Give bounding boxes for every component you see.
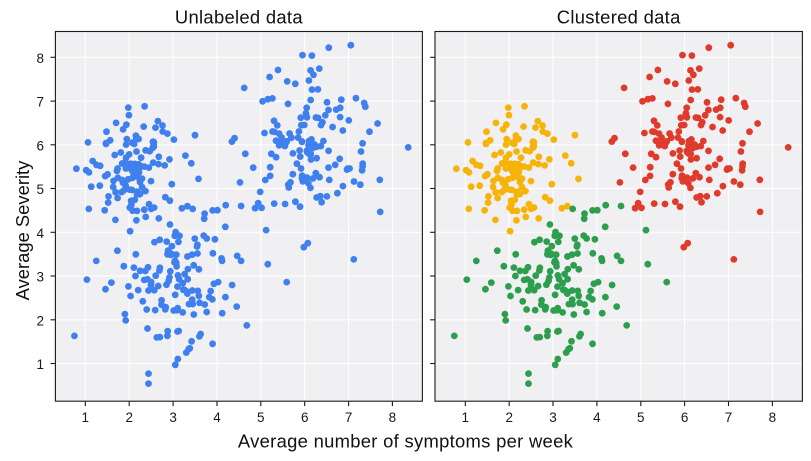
svg-text:3: 3: [36, 270, 44, 285]
svg-text:Average Severity: Average Severity: [12, 160, 33, 301]
svg-text:4: 4: [213, 410, 221, 425]
svg-text:5: 5: [257, 410, 265, 425]
svg-text:6: 6: [681, 410, 689, 425]
svg-text:6: 6: [36, 138, 44, 153]
svg-text:Average number of symptoms per: Average number of symptoms per week: [238, 430, 574, 451]
svg-text:8: 8: [36, 51, 44, 66]
svg-text:3: 3: [169, 410, 177, 425]
svg-text:8: 8: [769, 410, 777, 425]
svg-text:4: 4: [593, 410, 601, 425]
svg-text:1: 1: [82, 410, 90, 425]
svg-text:2: 2: [125, 410, 133, 425]
svg-text:1: 1: [462, 410, 470, 425]
svg-text:4: 4: [36, 226, 44, 241]
svg-text:8: 8: [389, 410, 397, 425]
svg-text:3: 3: [549, 410, 557, 425]
svg-text:2: 2: [505, 410, 513, 425]
svg-text:Clustered data: Clustered data: [557, 6, 681, 27]
svg-text:1: 1: [36, 357, 44, 372]
svg-text:Unlabeled data: Unlabeled data: [175, 6, 303, 27]
svg-text:6: 6: [301, 410, 309, 425]
svg-text:7: 7: [725, 410, 733, 425]
svg-text:7: 7: [36, 95, 44, 110]
svg-text:5: 5: [36, 182, 44, 197]
svg-text:7: 7: [345, 410, 353, 425]
svg-text:2: 2: [36, 313, 44, 328]
svg-text:5: 5: [637, 410, 645, 425]
